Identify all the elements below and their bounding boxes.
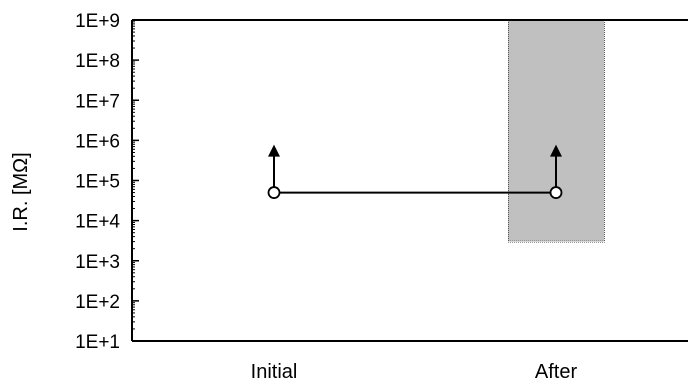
y-axis-title: I.R. [MΩ] [10,152,32,231]
y-tick-label: 1E+4 [75,212,120,233]
data-point [549,186,563,199]
y-tick-label: 1E+3 [75,252,120,273]
range-box-after [507,19,605,243]
x-category-label: Initial [251,361,298,383]
y-tick-label: 1E+1 [75,332,120,353]
y-tick-label: 1E+5 [75,172,120,193]
y-tick-label: 1E+9 [75,11,120,32]
up-arrow-head [268,144,280,157]
y-axis-ticks: 1E+1 1E+2 1E+3 1E+4 1E+5 1E+6 1E+7 1E+8 1E+9 [75,11,139,353]
series-layer [267,144,563,199]
x-axis-labels: Initial After [251,361,578,383]
range-layer [507,19,605,243]
y-tick-label: 1E+2 [75,292,120,313]
y-tick-label: 1E+7 [75,91,120,112]
x-category-label: After [535,361,578,383]
y-tick-label: 1E+6 [75,131,120,152]
data-point [267,186,281,199]
y-tick-label: 1E+8 [75,51,120,72]
up-arrow-head [550,144,562,157]
